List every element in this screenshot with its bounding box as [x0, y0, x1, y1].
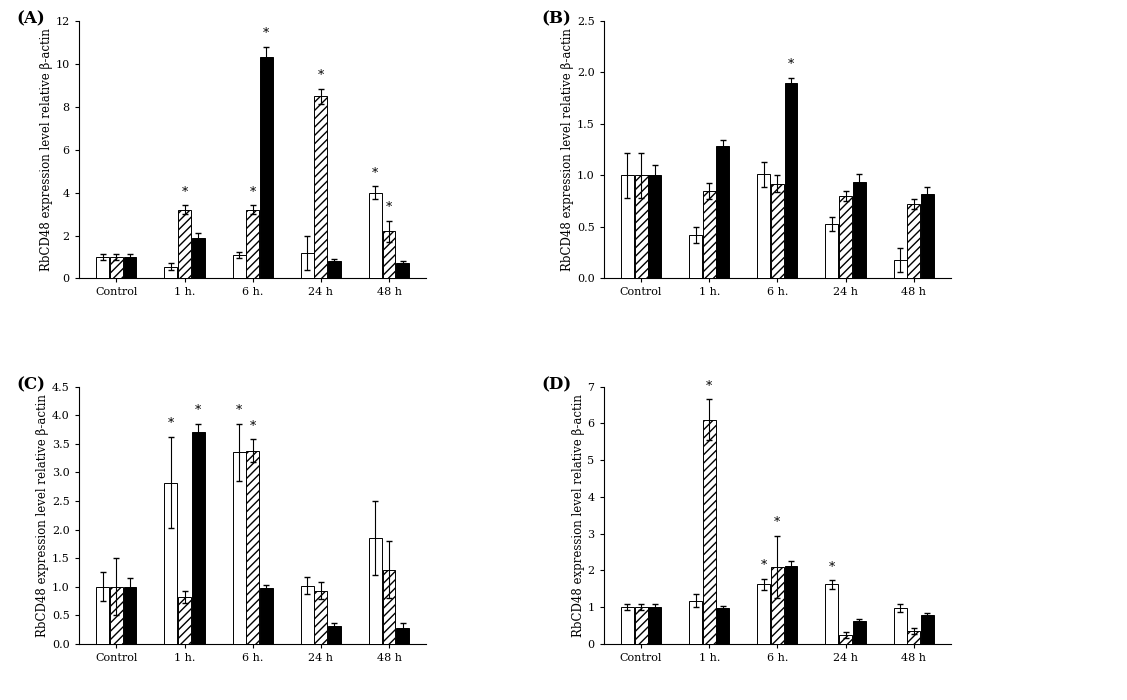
Text: *: * — [264, 27, 269, 41]
Bar — [757, 174, 770, 279]
Legend: S. iniae Gill, E. tarda Gill, RSIV Gill: S. iniae Gill, E. tarda Gill, RSIV Gill — [444, 392, 535, 438]
Legend: S. iniae Gill, E. tarda Gill, RSIV Gill: S. iniae Gill, E. tarda Gill, RSIV Gill — [969, 392, 1059, 438]
Bar — [369, 193, 382, 279]
Text: (A): (A) — [16, 10, 45, 28]
Text: (D): (D) — [541, 377, 571, 393]
Bar — [246, 451, 259, 644]
Bar — [369, 538, 382, 644]
Bar — [621, 607, 633, 644]
Text: *: * — [195, 405, 202, 417]
Bar — [784, 566, 798, 644]
Bar — [894, 260, 906, 279]
Legend: S. iniae Gill, E. tarda Gill, RSIV Gill: S. iniae Gill, E. tarda Gill, RSIV Gill — [444, 27, 535, 72]
Text: *: * — [181, 186, 188, 199]
Bar — [232, 255, 246, 279]
Bar — [328, 626, 341, 644]
Text: *: * — [761, 559, 766, 573]
Bar — [825, 584, 838, 644]
Y-axis label: RbCD48 expression level relative β-actin: RbCD48 expression level relative β-actin — [571, 394, 585, 637]
Bar — [124, 587, 136, 644]
Bar — [717, 608, 729, 644]
Bar — [301, 586, 313, 644]
Text: *: * — [168, 417, 174, 430]
Text: *: * — [372, 167, 379, 180]
Bar — [648, 176, 662, 279]
Bar — [260, 588, 273, 644]
Bar — [314, 96, 327, 279]
Bar — [757, 584, 770, 644]
Bar — [621, 176, 633, 279]
Bar — [328, 261, 341, 279]
Bar — [260, 57, 273, 279]
Bar — [689, 235, 702, 279]
Bar — [771, 183, 784, 279]
Bar — [853, 181, 866, 279]
Text: (C): (C) — [16, 377, 45, 393]
Text: *: * — [707, 380, 712, 393]
Bar — [165, 483, 177, 644]
Bar — [838, 196, 852, 279]
Bar — [907, 204, 920, 279]
Bar — [96, 257, 109, 279]
Bar — [110, 257, 123, 279]
Bar — [397, 628, 409, 644]
Bar — [825, 224, 838, 279]
Bar — [703, 420, 716, 644]
Text: (B): (B) — [541, 10, 571, 28]
Bar — [232, 452, 246, 644]
Text: *: * — [249, 420, 256, 433]
Bar — [124, 257, 136, 279]
Y-axis label: RbCD48 expression level relative β-actin: RbCD48 expression level relative β-actin — [561, 28, 574, 271]
Bar — [246, 210, 259, 279]
Bar — [838, 635, 852, 644]
Text: *: * — [828, 561, 835, 573]
Text: *: * — [774, 516, 781, 529]
Bar — [165, 267, 177, 279]
Text: *: * — [318, 69, 323, 82]
Bar — [301, 253, 313, 279]
Bar — [635, 176, 648, 279]
Bar — [110, 587, 123, 644]
Bar — [717, 146, 729, 279]
Bar — [907, 631, 920, 644]
Bar — [192, 433, 205, 644]
Text: *: * — [788, 58, 795, 71]
Bar — [382, 231, 396, 279]
Bar — [784, 83, 798, 279]
Text: *: * — [249, 186, 256, 199]
Bar — [921, 615, 934, 644]
Y-axis label: RbCD48 expression level relative β-actin: RbCD48 expression level relative β-actin — [39, 28, 53, 271]
Bar — [771, 567, 784, 644]
Bar — [648, 607, 662, 644]
Bar — [853, 621, 866, 644]
Bar — [96, 587, 109, 644]
Bar — [703, 191, 716, 279]
Bar — [894, 608, 906, 644]
Text: *: * — [236, 405, 242, 417]
Bar — [314, 591, 327, 644]
Bar — [382, 570, 396, 644]
Bar — [178, 597, 190, 644]
Bar — [921, 194, 934, 279]
Bar — [635, 607, 648, 644]
Bar — [397, 263, 409, 279]
Bar — [178, 210, 190, 279]
Text: *: * — [385, 201, 392, 214]
Bar — [689, 601, 702, 644]
Bar — [192, 238, 205, 279]
Y-axis label: RbCD48 expression level relative β-actin: RbCD48 expression level relative β-actin — [36, 394, 50, 637]
Legend: S. iniae Gill, E. tarda Gill, RSIV Gill: S. iniae Gill, E. tarda Gill, RSIV Gill — [969, 27, 1059, 72]
